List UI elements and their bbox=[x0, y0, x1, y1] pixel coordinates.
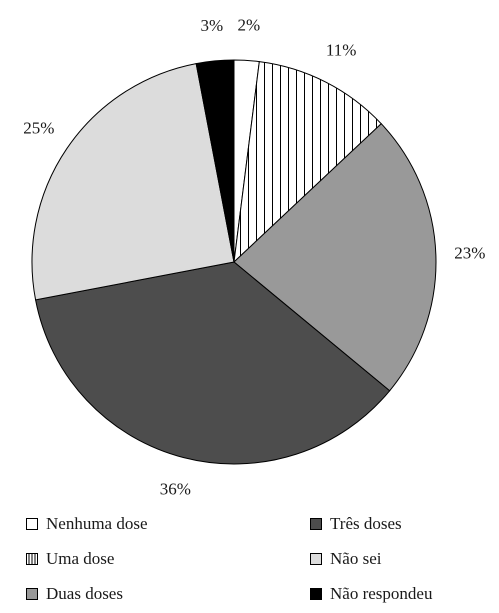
pie-value-label-uma-dose: 11% bbox=[326, 41, 357, 60]
legend-swatch-tres-doses bbox=[310, 518, 322, 530]
pie-slices bbox=[31, 59, 437, 465]
pie-value-label-tres-doses: 36% bbox=[160, 479, 191, 498]
pie-slice-duas-doses bbox=[233, 123, 437, 392]
legend-item-nao-sei: Não sei bbox=[310, 547, 381, 571]
pie-slice-nao-sei bbox=[31, 62, 235, 301]
legend-item-tres-doses: Três doses bbox=[310, 512, 402, 536]
legend-label-uma-dose: Uma dose bbox=[46, 549, 115, 568]
legend-label-nenhuma-dose: Nenhuma dose bbox=[46, 514, 148, 533]
legend-swatch-nao-respondeu bbox=[310, 588, 322, 600]
legend: Nenhuma dose Uma dose Duas doses Três do… bbox=[0, 508, 499, 613]
legend-item-nenhuma-dose: Nenhuma dose bbox=[26, 512, 148, 536]
legend-swatch-nao-sei bbox=[310, 553, 322, 565]
legend-item-nao-respondeu: Não respondeu bbox=[310, 582, 432, 606]
legend-label-nao-sei: Não sei bbox=[330, 549, 382, 568]
legend-item-duas-doses: Duas doses bbox=[26, 582, 123, 606]
legend-label-nao-respondeu: Não respondeu bbox=[330, 584, 433, 603]
pie-value-label-nenhuma-dose: 2% bbox=[237, 15, 260, 34]
pie-value-label-nao-respondeu: 3% bbox=[200, 16, 223, 35]
vertical-lines-swatch-icon bbox=[28, 554, 36, 564]
pie-slice-tres-doses bbox=[34, 261, 391, 465]
pie-value-labels: 2% 11% 23% 36% 25% 3% bbox=[23, 15, 485, 498]
pie-slice-uma-dose bbox=[233, 61, 382, 264]
legend-item-uma-dose: Uma dose bbox=[26, 547, 114, 571]
legend-label-duas-doses: Duas doses bbox=[46, 584, 123, 603]
legend-label-tres-doses: Três doses bbox=[330, 514, 402, 533]
legend-swatch-duas-doses bbox=[26, 588, 38, 600]
pie-value-label-nao-sei: 25% bbox=[23, 118, 54, 137]
pie-value-label-duas-doses: 23% bbox=[454, 243, 485, 262]
pie-slice-nao-respondeu bbox=[195, 59, 235, 263]
legend-swatch-nenhuma-dose bbox=[26, 518, 38, 530]
legend-swatch-uma-dose bbox=[26, 553, 38, 565]
